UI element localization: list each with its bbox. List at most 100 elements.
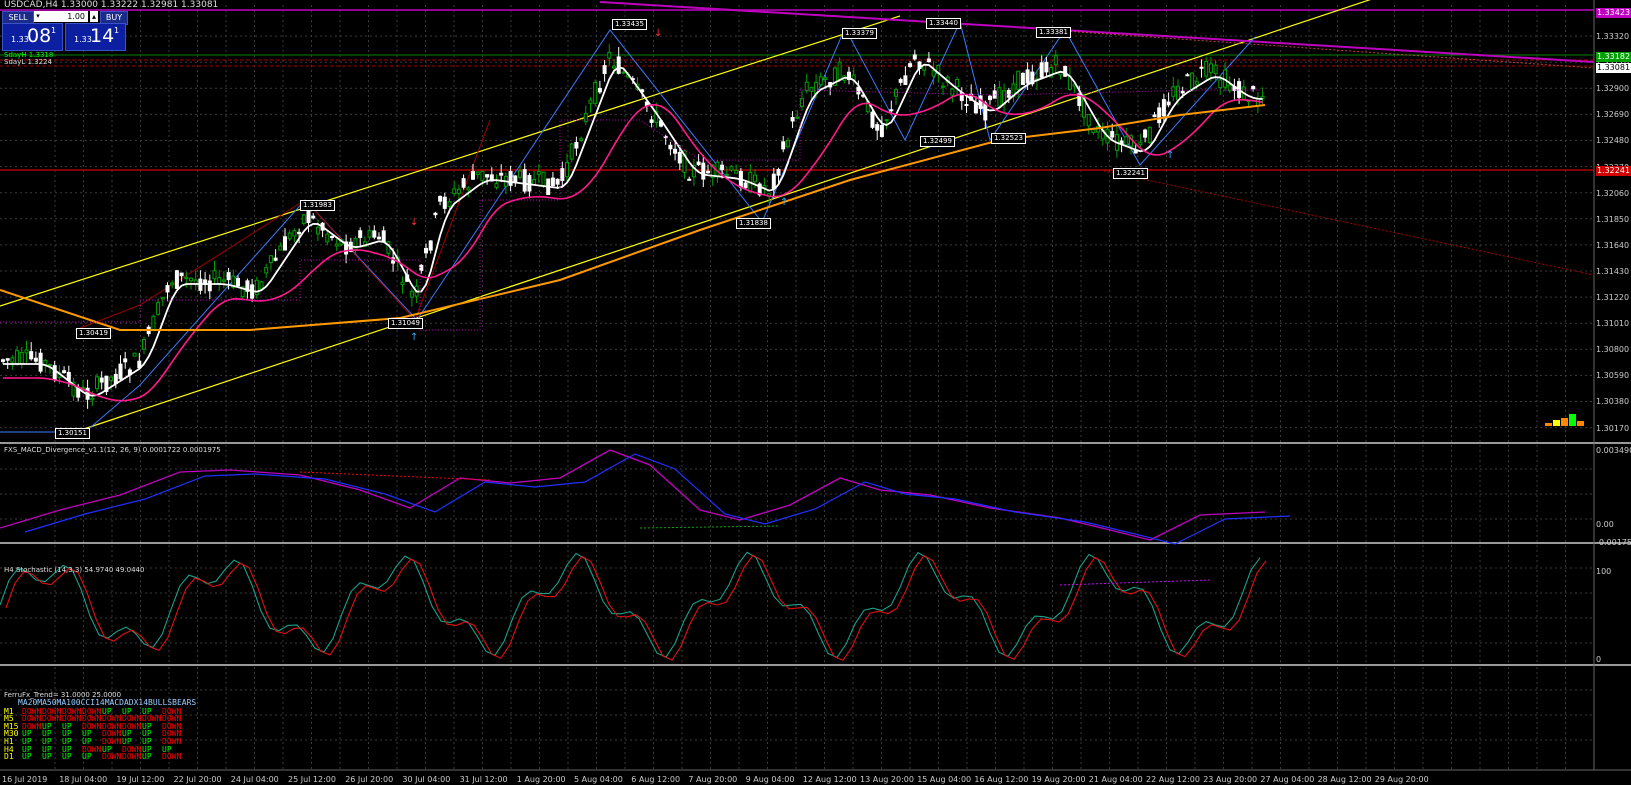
price-axis-tick: 1.31220 <box>1596 293 1630 302</box>
zigzag-label: 1.32499 <box>920 136 955 147</box>
candle-body <box>15 350 20 364</box>
trend-cell: DOWN <box>62 714 82 724</box>
trend-cell: DOWN <box>22 706 42 716</box>
candle-body <box>353 238 358 252</box>
trend-cell: UP <box>82 736 92 746</box>
trend-cell: DOWN <box>42 706 62 716</box>
sell-price-button[interactable]: 1.33 08 1 <box>2 23 63 51</box>
candle-body <box>245 280 250 292</box>
candle-body <box>19 351 24 365</box>
candle-body <box>471 171 475 180</box>
candle-body <box>903 75 908 85</box>
trend-title: FerruFx_Trend= 31.0000 25.0000 <box>4 691 122 699</box>
price-axis-tick: 1.30800 <box>1596 345 1630 355</box>
candle-body <box>189 277 193 282</box>
buy-price-button[interactable]: 1.33 14 1 <box>65 23 126 51</box>
candle-body <box>330 235 334 238</box>
time-axis-tick: 26 Jul 20:00 <box>345 775 394 784</box>
signal-arrow-icon: ↑ <box>410 332 418 343</box>
candle-body <box>306 209 311 224</box>
macd-signal-line <box>24 453 1291 545</box>
candle-body <box>522 169 527 192</box>
trend-cell: DOWN <box>42 714 62 724</box>
price-axis-tick: 1.30170 <box>1596 423 1630 433</box>
candle-body <box>193 279 198 285</box>
time-axis-tick: 16 Aug 12:00 <box>974 775 1029 784</box>
trend-cell: DOWN <box>22 714 42 724</box>
trend-table-header: MA20MA50MA100CCI14MACDADX14BULLSBEARS <box>18 698 197 707</box>
candle-body <box>964 103 969 106</box>
candle-body <box>334 243 339 247</box>
trend-table: MA20MA50MA100CCI14MACDADX14BULLSBEARS M1… <box>4 699 196 761</box>
trend-cell: UP <box>102 744 112 754</box>
stochastic-main-line <box>0 551 1261 659</box>
trend-row: H1 UP UP UP UP DOWNUP UP DOWN <box>4 738 196 746</box>
candle-body <box>132 352 137 357</box>
candle-body <box>706 170 710 174</box>
trend-cell: DOWN <box>102 721 122 731</box>
candle-body <box>160 296 165 300</box>
candle-body <box>574 141 579 149</box>
candle-body <box>90 397 95 401</box>
candle-body <box>292 230 297 237</box>
candle-body <box>983 102 988 121</box>
lot-decrease-button[interactable]: ▾ <box>34 11 42 22</box>
time-axis-tick: 19 Jul 12:00 <box>116 775 165 784</box>
trend-cell: DOWN <box>82 744 102 754</box>
trend-timeframe: M30 <box>4 729 19 739</box>
candle-body <box>649 119 654 123</box>
sell-price-pip: 1 <box>51 26 57 35</box>
candle-body <box>278 245 283 251</box>
candle-body <box>663 136 668 139</box>
candle-body <box>668 144 673 150</box>
time-axis-tick: 1 Aug 20:00 <box>516 775 566 784</box>
candle-body <box>616 56 621 74</box>
candle-body <box>1143 129 1148 138</box>
candle-body <box>62 370 67 374</box>
candle-body <box>734 169 739 174</box>
candle-body <box>1 359 5 362</box>
trend-cell: UP <box>102 706 112 716</box>
candle-body <box>555 178 560 185</box>
candle-body <box>409 290 414 298</box>
candle-body <box>701 162 706 180</box>
resistance-diagonal <box>599 1 1595 63</box>
sday-high-label: SdayH 1.3318 <box>4 51 54 59</box>
candle-body <box>508 171 513 186</box>
candle-body <box>95 376 99 390</box>
candle-body <box>1166 101 1171 106</box>
trend-cell: UP <box>142 729 152 739</box>
trend-cell: UP <box>122 706 132 716</box>
candle-body <box>1110 131 1115 138</box>
trend-cell: DOWN <box>162 714 182 724</box>
trend-timeframe: H4 <box>4 744 14 754</box>
candle-body <box>358 230 363 238</box>
zigzag-label: 1.33379 <box>842 28 877 39</box>
trend-cell: UP <box>142 706 152 716</box>
candle-body <box>550 177 555 187</box>
trend-cell: DOWN <box>162 736 182 746</box>
candle-body <box>400 281 405 285</box>
candle-body <box>1171 86 1176 97</box>
zigzag-label: 1.31838 <box>736 218 771 229</box>
candle-body <box>583 112 588 123</box>
macd-axis-tick: -0.001757 <box>1596 538 1631 547</box>
trend-row: H4 UP UP UP DOWNUP DOWNUP UP <box>4 744 196 754</box>
candle-body <box>1147 126 1152 143</box>
time-axis-tick: 16 Jul 2019 <box>2 775 48 784</box>
candle-body <box>325 233 330 243</box>
candle-body <box>518 170 522 178</box>
time-axis-tick: 9 Aug 04:00 <box>745 775 795 784</box>
trend-cell: UP <box>142 736 152 746</box>
trend-timeframe: M5 <box>4 714 14 724</box>
lot-size-input[interactable]: 1.00 <box>40 11 88 22</box>
candle-body <box>1006 89 1011 98</box>
candle-body <box>781 141 786 150</box>
candle-body <box>1204 60 1209 77</box>
lot-increase-button[interactable]: ▴ <box>90 11 98 22</box>
trend-cell: DOWN <box>102 736 122 746</box>
price-axis-tick: 1.31010 <box>1596 319 1630 329</box>
trend-cell: DOWN <box>162 706 182 716</box>
candle-body <box>151 315 156 332</box>
